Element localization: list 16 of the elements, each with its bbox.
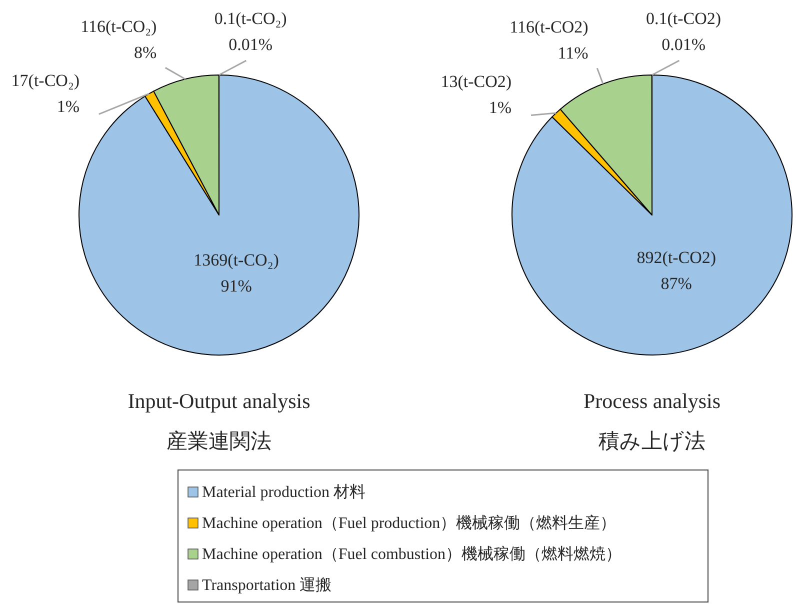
legend-label: Machine operation（Fuel combustion）機械稼働（燃料燃焼） — [202, 545, 622, 563]
data-label: 0.1(t-CO₂) 0.01% — [214, 8, 287, 54]
data-label: 1369(t-CO₂) 91% — [194, 250, 279, 296]
data-label: 0.1(t-CO2) 0.01% — [646, 8, 722, 54]
text: Process analysis — [583, 389, 721, 413]
data-label: 892(t-CO2) 87% — [636, 248, 716, 294]
legend-label: Transportation 運搬 — [202, 577, 332, 594]
data-label: 13(t-CO2) 1% — [440, 72, 512, 118]
data-label: 17(t-CO₂) 1% — [11, 71, 80, 116]
text: 産業連関法 — [166, 429, 272, 453]
legend-label: Material production 材料 — [202, 483, 366, 501]
legend-label: Machine operation（Fuel production）機械稼働（燃料生産） — [202, 514, 616, 532]
data-label: 116(t-CO₂) 8% — [80, 16, 157, 62]
data-label: 116(t-CO2) 11% — [510, 18, 588, 63]
text: Input-Output analysis — [128, 389, 310, 413]
text: 積み上げ法 — [598, 429, 706, 453]
